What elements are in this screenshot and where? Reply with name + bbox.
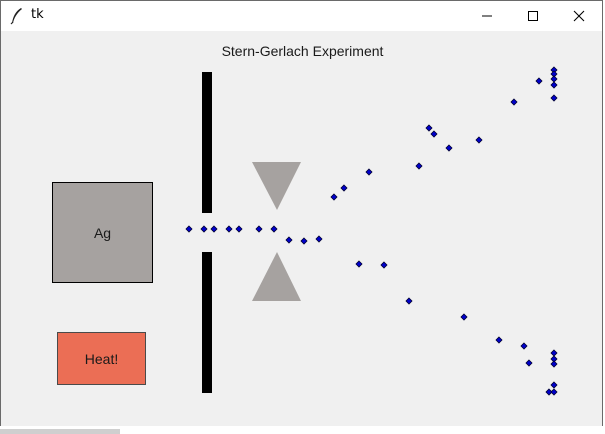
window-title: tk [31, 7, 44, 22]
maximize-icon [528, 11, 538, 21]
heat-button-label: Heat! [84, 350, 119, 367]
silver-atom-particle [255, 225, 263, 233]
experiment-canvas: Stern-Gerlach Experiment Ag Heat! [1, 31, 602, 427]
silver-source-box: Ag [52, 182, 153, 283]
silver-atom-particle [340, 184, 348, 192]
silver-atom-particle [550, 75, 558, 83]
silver-atom-particle [415, 162, 423, 170]
feather-icon [10, 8, 22, 25]
silver-atom-particle [550, 388, 558, 396]
silver-atom-particle [550, 94, 558, 102]
silver-atom-particle [525, 359, 533, 367]
particle-layer [185, 66, 558, 396]
experiment-title: Stern-Gerlach Experiment [221, 43, 384, 59]
silver-atom-particle [460, 313, 468, 321]
minimize-button[interactable] [464, 1, 510, 31]
silver-atom-particle [550, 81, 558, 89]
source-label: Ag [93, 224, 112, 241]
silver-atom-particle [550, 360, 558, 368]
silver-atom-particle [495, 336, 503, 344]
slit-upper-plate [202, 72, 212, 213]
silver-atom-particle [200, 225, 208, 233]
silver-atom-particle [365, 168, 373, 176]
silver-atom-particle [550, 349, 558, 357]
silver-atom-particle [445, 144, 453, 152]
silver-atom-particle [405, 297, 413, 305]
close-icon [573, 10, 585, 22]
silver-atom-particle [210, 225, 218, 233]
silver-atom-particle [285, 236, 293, 244]
silver-atom-particle [475, 136, 483, 144]
silver-atom-particle [315, 235, 323, 243]
silver-atom-particle [225, 225, 233, 233]
background-window-fragment [0, 426, 605, 434]
silver-atom-particle [355, 260, 363, 268]
heat-button[interactable]: Heat! [57, 332, 146, 385]
silver-atom-particle [510, 98, 518, 106]
close-button[interactable] [556, 1, 602, 31]
silver-atom-particle [270, 225, 278, 233]
silver-atom-particle [545, 388, 553, 396]
title-bar[interactable]: tk [1, 1, 602, 31]
slit-lower-plate [202, 252, 212, 393]
silver-atom-particle [300, 237, 308, 245]
silver-atom-particle [535, 77, 543, 85]
silver-atom-particle [550, 381, 558, 389]
lower-magnet-pole [252, 252, 301, 301]
upper-magnet-pole [252, 162, 301, 210]
maximize-button[interactable] [510, 1, 556, 31]
silver-atom-particle [235, 225, 243, 233]
minimize-icon [482, 15, 492, 17]
silver-atom-particle [185, 225, 193, 233]
silver-atom-particle [330, 193, 338, 201]
silver-atom-particle [520, 342, 528, 350]
silver-atom-particle [380, 261, 388, 269]
silver-atom-particle [430, 130, 438, 138]
magnet-and-particles-layer [185, 66, 558, 396]
silver-atom-particle [425, 124, 433, 132]
